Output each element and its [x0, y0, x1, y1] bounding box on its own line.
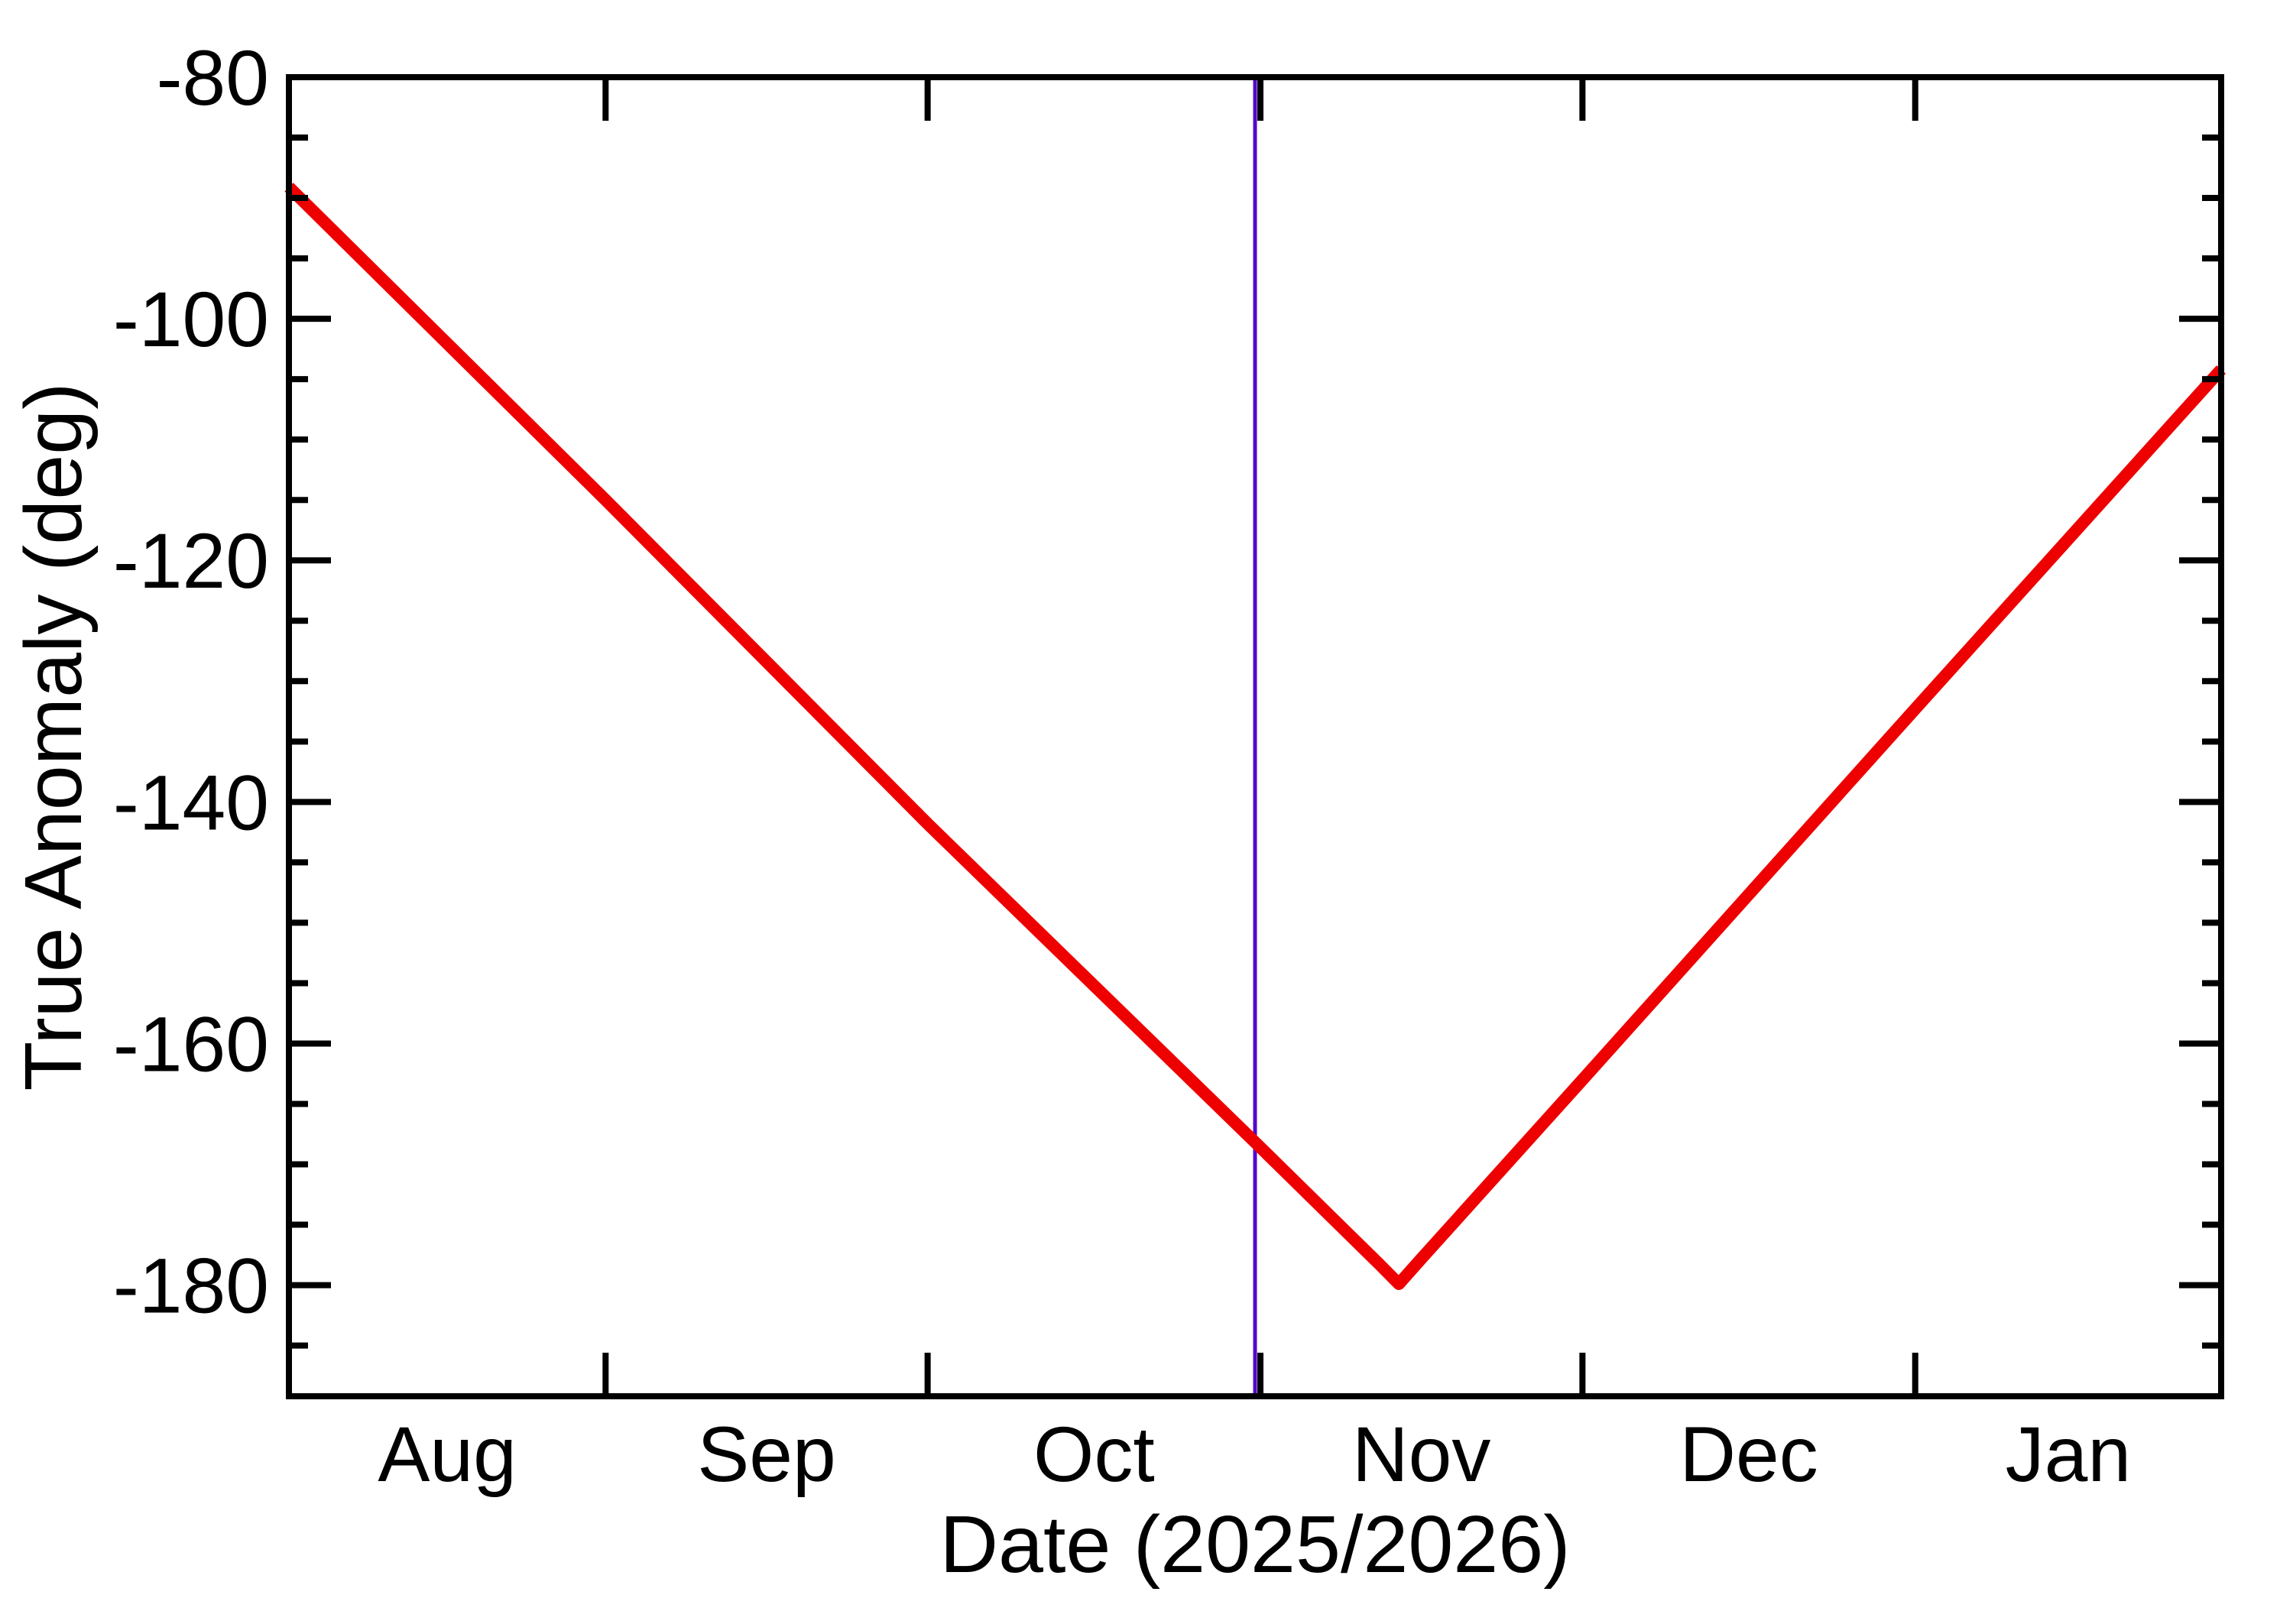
- plot-frame-group: [286, 74, 2224, 1399]
- x-month-labels-group: Aug Sep Oct Nov Dec Jan: [378, 1411, 2131, 1498]
- y-tick-label: -180: [113, 1243, 269, 1330]
- x-month-label: Nov: [1352, 1411, 1490, 1498]
- y-tick-label: -160: [113, 1000, 269, 1088]
- true-anomaly-curve: [284, 183, 2226, 1290]
- x-month-label: Jan: [2006, 1411, 2131, 1498]
- x-month-label: Dec: [1679, 1411, 1818, 1498]
- y-tick-label: -100: [113, 276, 269, 363]
- x-month-label: Aug: [378, 1411, 517, 1498]
- y-axis-title: True Anomaly (deg): [8, 383, 99, 1091]
- x-axis-title: Date (2025/2026): [939, 1499, 1570, 1590]
- x-month-label: Sep: [697, 1411, 836, 1498]
- y-tick-labels-group: -80 -100 -120 -140 -160 -180: [113, 34, 269, 1330]
- x-month-label: Oct: [1033, 1411, 1155, 1498]
- plot-frame: [286, 74, 2224, 1399]
- y-tick-label: -80: [157, 34, 269, 122]
- data-series-group: [284, 183, 2226, 1290]
- y-tick-label: -120: [113, 517, 269, 605]
- axis-ticks-group: [289, 74, 2221, 1396]
- y-tick-label: -140: [113, 759, 269, 846]
